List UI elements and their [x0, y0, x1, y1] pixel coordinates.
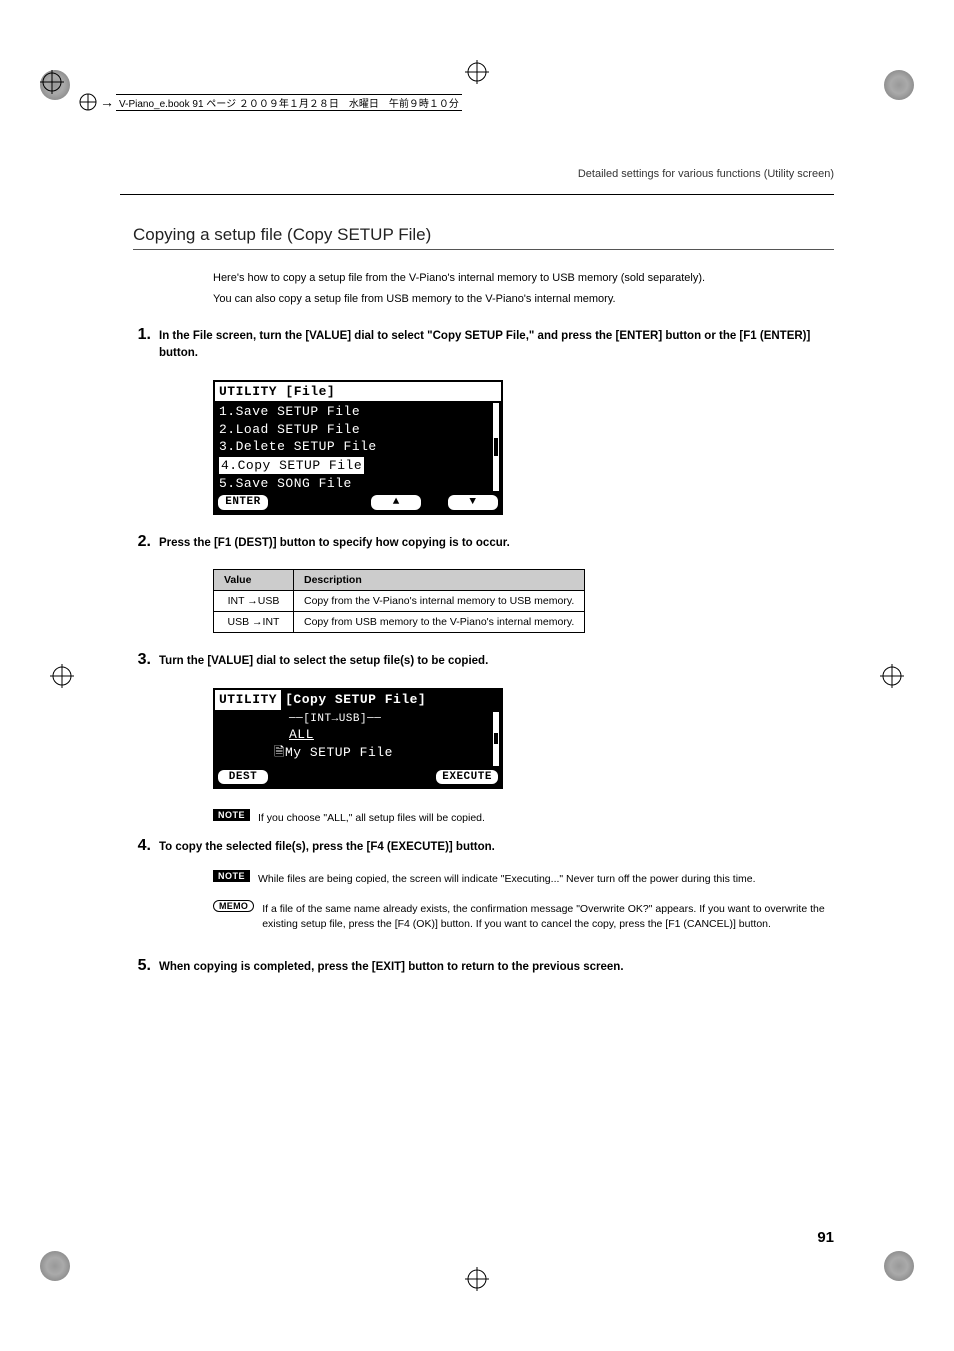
table-row: INT →USB Copy from the V-Piano's interna… [214, 591, 585, 612]
lcd-file-name: My SETUP File [285, 744, 393, 762]
lcd-softkey-up: ▲ [371, 495, 421, 510]
header-icon [78, 92, 98, 112]
memo-block: MEMO If a file of the same name already … [213, 898, 834, 934]
step-3: 3. Turn the [VALUE] dial to select the s… [133, 651, 834, 680]
lcd-title-right: [Copy SETUP File] [281, 690, 430, 710]
table-cell: Copy from the V-Piano's internal memory … [294, 591, 585, 612]
lcd-softkey-enter: ENTER [218, 495, 268, 510]
lcd-line: 1.Save SETUP File [219, 403, 497, 421]
page-number: 91 [817, 1229, 834, 1246]
lcd-title-left: UTILITY [215, 690, 281, 710]
table-cell: USB →INT [214, 612, 294, 633]
step-number: 4. [133, 837, 159, 855]
note-text: If you choose "ALL," all setup files wil… [258, 807, 485, 827]
step-number: 1. [133, 326, 159, 344]
crop-mark [465, 60, 489, 84]
step-title: Turn the [VALUE] dial to select the setu… [159, 653, 834, 670]
registration-mark [40, 1251, 70, 1281]
dest-table: Value Description INT →USB Copy from the… [213, 569, 585, 633]
intro-text: You can also copy a setup file from USB … [213, 291, 834, 309]
step-1: 1. In the File screen, turn the [VALUE] … [133, 326, 834, 371]
lcd-screenshot-file-menu: UTILITY [File] 1.Save SETUP File 2.Load … [213, 380, 503, 515]
step-4: 4. To copy the selected file(s), press t… [133, 837, 834, 860]
header-text: V-Piano_e.book 91 ページ ２００９年１月２８日 水曜日 午前９… [116, 94, 462, 111]
step-5: 5. When copying is completed, press the … [133, 957, 834, 986]
note-block: NOTE While files are being copied, the s… [213, 868, 834, 888]
step-2: 2. Press the [F1 (DEST)] button to speci… [133, 533, 834, 562]
lcd-line: 5.Save SONG File [219, 475, 497, 493]
note-badge: NOTE [213, 809, 250, 821]
lcd-screenshot-copy: UTILITY [Copy SETUP File] ──[INT→USB]── … [213, 688, 503, 789]
lcd-softkey-empty [364, 770, 414, 785]
step-number: 2. [133, 533, 159, 551]
note-text: While files are being copied, the screen… [258, 868, 756, 888]
lcd-line: 3.Delete SETUP File [219, 438, 497, 456]
crop-mark [50, 664, 74, 688]
lcd-softkey-empty [291, 770, 341, 785]
step-title: When copying is completed, press the [EX… [159, 959, 834, 976]
table-row: USB →INT Copy from USB memory to the V-P… [214, 612, 585, 633]
table-header: Value [214, 570, 294, 591]
breadcrumb: Detailed settings for various functions … [578, 168, 834, 180]
lcd-softkey-empty [295, 495, 345, 510]
step-title: Press the [F1 (DEST)] button to specify … [159, 535, 834, 552]
table-header: Description [294, 570, 585, 591]
lcd-softkey-dest: DEST [218, 770, 268, 785]
book-header: → V-Piano_e.book 91 ページ ２００９年１月２８日 水曜日 午… [78, 92, 462, 112]
lcd-scrollbar [493, 403, 499, 491]
note-badge: NOTE [213, 870, 250, 882]
divider [120, 194, 834, 195]
lcd-subtitle: ──[INT→USB]── [219, 712, 497, 727]
step-title: To copy the selected file(s), press the … [159, 839, 834, 856]
memo-badge: MEMO [213, 900, 254, 912]
lcd-line: 2.Load SETUP File [219, 421, 497, 439]
crop-mark [40, 70, 64, 94]
intro-block: Here's how to copy a setup file from the… [213, 270, 834, 308]
lcd-file-all: ALL [289, 727, 314, 742]
crop-mark [880, 664, 904, 688]
table-cell: Copy from USB memory to the V-Piano's in… [294, 612, 585, 633]
lcd-line-selected: 4.Copy SETUP File [219, 457, 364, 475]
registration-mark [884, 70, 914, 100]
section-title: Copying a setup file (Copy SETUP File) [133, 225, 834, 250]
registration-mark [884, 1251, 914, 1281]
step-number: 3. [133, 651, 159, 669]
intro-text: Here's how to copy a setup file from the… [213, 270, 834, 288]
note-block: NOTE If you choose "ALL," all setup file… [213, 807, 834, 827]
lcd-softkey-execute: EXECUTE [436, 770, 498, 785]
step-title: In the File screen, turn the [VALUE] dia… [159, 328, 834, 361]
header-arrow-icon: → [100, 94, 114, 110]
lcd-scrollbar [493, 712, 499, 766]
crop-mark [465, 1267, 489, 1291]
table-cell: INT →USB [214, 591, 294, 612]
lcd-softkey-down: ▼ [448, 495, 498, 510]
file-icon: 🗎 [274, 744, 285, 762]
memo-text: If a file of the same name already exist… [262, 898, 834, 934]
step-number: 5. [133, 957, 159, 975]
lcd-title: UTILITY [File] [215, 382, 501, 402]
